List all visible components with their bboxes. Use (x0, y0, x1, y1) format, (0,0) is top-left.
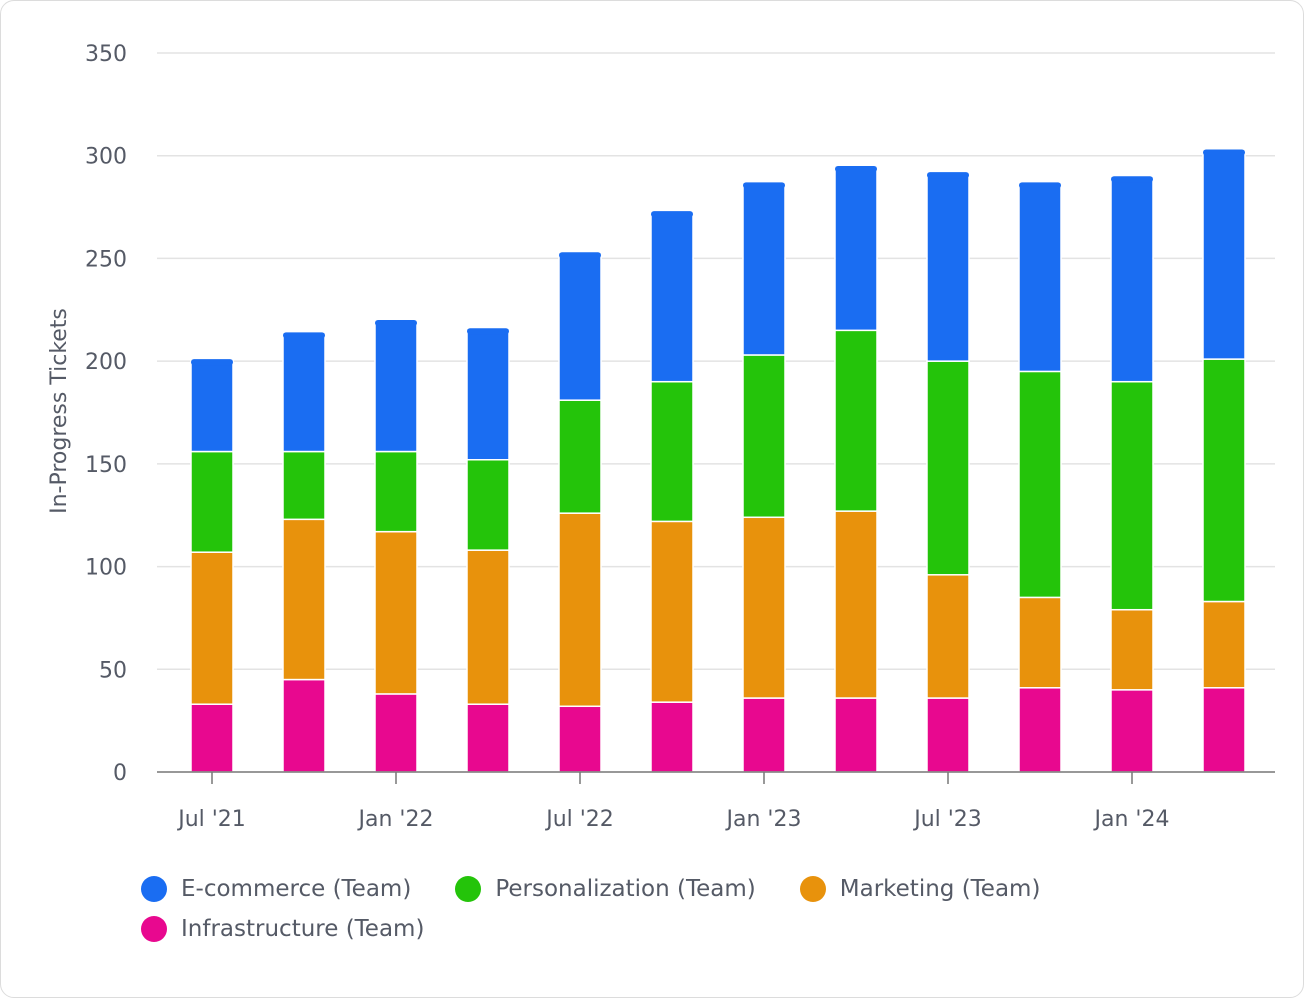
axes: 0 50 100 150 200 250 300 350 Jul '21 Jan '22 Jul '… (85, 42, 1275, 832)
y-tick-label: 300 (85, 145, 127, 170)
y-axis-title: In-Progress Tickets (47, 308, 72, 514)
bar-segment[interactable] (1110, 608, 1154, 691)
bar-segment[interactable] (1110, 175, 1154, 383)
bar-top-cap (467, 328, 509, 335)
x-tick-label: Jul '21 (176, 807, 246, 832)
bar-segment[interactable] (650, 701, 694, 773)
bar-segment[interactable] (650, 380, 694, 523)
bar-top-cap (375, 320, 417, 327)
bar-segment[interactable] (742, 181, 786, 356)
bar-segment[interactable] (1202, 358, 1246, 603)
bar-segment[interactable] (1202, 687, 1246, 773)
y-tick-label: 150 (85, 453, 127, 478)
bar-segment[interactable] (374, 530, 418, 695)
bar-segment[interactable] (558, 512, 602, 708)
bar-top-cap (927, 172, 969, 179)
bar-segment[interactable] (558, 399, 602, 514)
bar-top-cap (835, 165, 877, 172)
legend-swatch-icon (799, 876, 826, 902)
x-tick-label: Jul '23 (912, 807, 982, 832)
bar-segment[interactable] (1018, 687, 1062, 773)
legend-label: E-commerce (Team) (181, 876, 412, 902)
bar-segment[interactable] (1110, 689, 1154, 773)
legend-label: Personalization (Team) (495, 876, 756, 902)
bar-segment[interactable] (1110, 380, 1154, 611)
bar-segment[interactable] (834, 329, 878, 512)
y-tick-label: 250 (85, 247, 127, 272)
bar-top-cap (1019, 182, 1061, 189)
bars (190, 148, 1246, 773)
x-tick-label: Jul '22 (544, 807, 614, 832)
bar-segment[interactable] (742, 697, 786, 773)
y-tick-label: 350 (85, 42, 127, 67)
bar-segment[interactable] (926, 171, 970, 362)
bar-segment[interactable] (1018, 181, 1062, 373)
bar-segment[interactable] (190, 551, 234, 705)
bar-top-cap (191, 359, 233, 366)
legend-swatch-icon (455, 876, 482, 902)
bar-segment[interactable] (650, 520, 694, 703)
bar-top-cap (283, 332, 325, 339)
bar-top-cap (559, 252, 601, 259)
bar-segment[interactable] (374, 450, 418, 533)
legend-item[interactable]: Infrastructure (Team) (141, 909, 424, 949)
x-tick-label: Jan '22 (357, 807, 434, 832)
bar-segment[interactable] (282, 450, 326, 521)
legend-swatch-icon (141, 876, 167, 902)
bar-segment[interactable] (1018, 370, 1062, 599)
bar-segment[interactable] (742, 354, 786, 519)
bar-segment[interactable] (1018, 596, 1062, 689)
bar-top-cap (1111, 176, 1153, 183)
legend-item[interactable]: E-commerce (Team) (141, 869, 411, 909)
bar-segment[interactable] (466, 549, 510, 705)
bar-segment[interactable] (558, 705, 602, 773)
bar-segment[interactable] (926, 360, 970, 576)
bar-segment[interactable] (742, 516, 786, 699)
bar-segment[interactable] (466, 458, 510, 551)
bar-top-cap (651, 211, 693, 218)
bar-segment[interactable] (190, 358, 234, 453)
legend-label: Infrastructure (Team) (181, 916, 425, 942)
bar-top-cap (743, 182, 785, 189)
bar-segment[interactable] (834, 510, 878, 699)
bar-segment[interactable] (558, 251, 602, 401)
bar-segment[interactable] (190, 703, 234, 773)
x-tick-label: Jan '23 (725, 807, 802, 832)
y-tick-label: 100 (85, 556, 127, 581)
stacked-bar-chart: 0 50 100 150 200 250 300 350 Jul '21 Jan '22 Jul '… (47, 42, 1275, 832)
bar-segment[interactable] (374, 693, 418, 773)
bar-segment[interactable] (1202, 600, 1246, 689)
bar-segment[interactable] (926, 574, 970, 699)
legend-item[interactable]: Marketing (Team) (799, 869, 1041, 909)
gridlines (157, 52, 1275, 671)
y-tick-label: 200 (85, 350, 127, 375)
bar-segment[interactable] (834, 697, 878, 773)
bar-segment[interactable] (834, 165, 878, 332)
legend-swatch-icon (141, 916, 167, 942)
bar-top-cap (1203, 149, 1245, 156)
legend-item[interactable]: Personalization (Team) (455, 869, 756, 909)
bar-segment[interactable] (190, 450, 234, 553)
bar-segment[interactable] (1202, 148, 1246, 360)
bar-segment[interactable] (466, 703, 510, 773)
legend: E-commerce (Team) Personalization (Team) M… (141, 869, 1201, 949)
y-tick-label: 0 (113, 761, 127, 786)
legend-label: Marketing (Team) (839, 876, 1041, 902)
bar-segment[interactable] (374, 319, 418, 453)
x-tick-label: Jan '24 (1093, 807, 1170, 832)
bar-segment[interactable] (926, 697, 970, 773)
y-tick-label: 50 (99, 658, 127, 683)
bar-segment[interactable] (466, 327, 510, 461)
bar-segment[interactable] (282, 518, 326, 681)
bar-segment[interactable] (650, 210, 694, 383)
bar-segment[interactable] (282, 678, 326, 773)
bar-segment[interactable] (282, 331, 326, 453)
